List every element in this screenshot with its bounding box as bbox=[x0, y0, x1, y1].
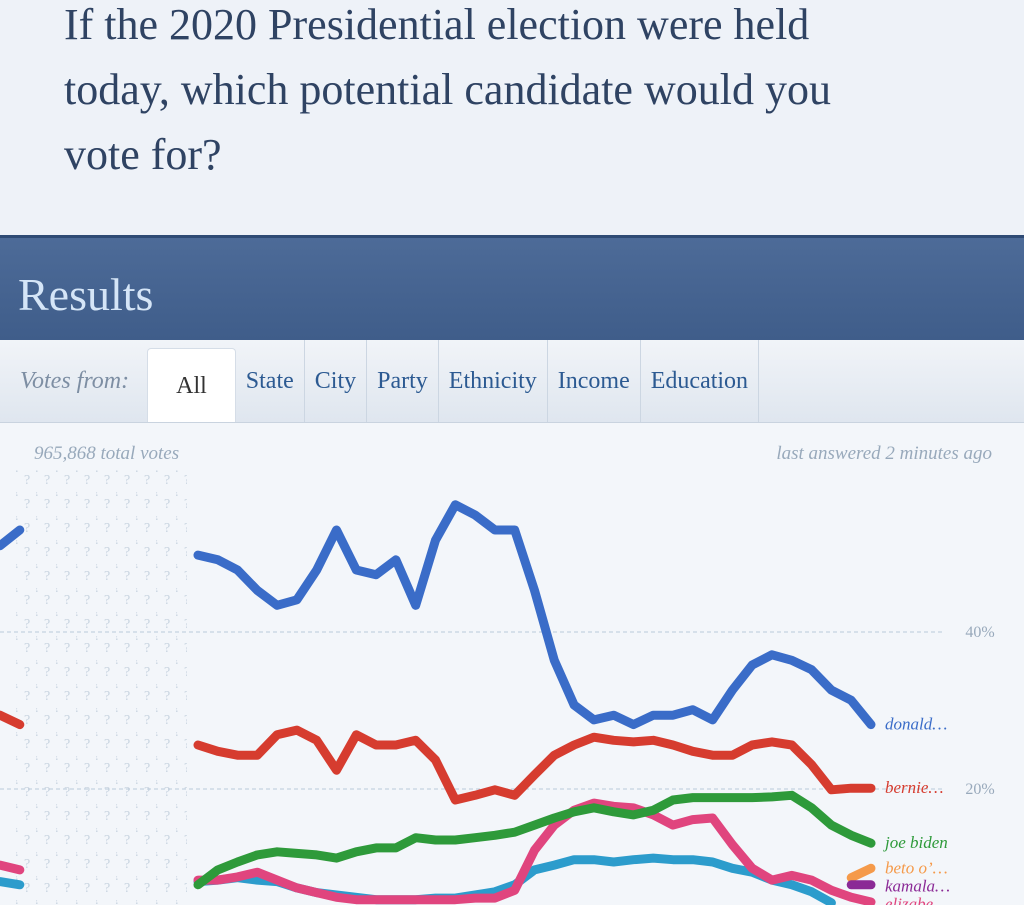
filter-tab[interactable]: Ethnicity bbox=[439, 340, 548, 422]
series-line bbox=[0, 710, 876, 805]
y-tick-label: 20% bbox=[965, 781, 994, 798]
question: If the 2020 Presidential election were h… bbox=[64, 0, 831, 179]
filter-tab[interactable]: Income bbox=[548, 340, 641, 422]
results-header: Results bbox=[0, 235, 1024, 340]
total-votes: 965,868 total votes bbox=[34, 443, 180, 464]
filter-tab[interactable]: All bbox=[147, 348, 236, 422]
no-data-region bbox=[15, 470, 187, 905]
series-line bbox=[0, 500, 876, 730]
question-panel: If the 2020 Presidential election were h… bbox=[0, 0, 1024, 235]
plot bbox=[0, 500, 876, 905]
results-title: Results bbox=[18, 269, 154, 320]
series-line bbox=[193, 790, 876, 890]
filter-tabs: Votes from: All State City Party Ethnicity Inc… bbox=[0, 340, 1024, 423]
series-label: bernie… bbox=[885, 778, 944, 797]
series-line bbox=[0, 798, 876, 905]
filter-tab[interactable]: Party bbox=[367, 340, 439, 422]
filter-tab[interactable]: City bbox=[305, 340, 368, 422]
filter-label: Votes from: bbox=[20, 368, 130, 394]
series-label: elizabe… bbox=[885, 894, 948, 905]
series-label: beto o’… bbox=[885, 858, 948, 877]
series-line bbox=[846, 863, 876, 883]
last-answered: last answered 2 minutes ago bbox=[776, 443, 992, 464]
series-label: joe biden bbox=[883, 833, 948, 852]
filter-tab[interactable]: Education bbox=[641, 340, 760, 422]
filter-tab[interactable]: State bbox=[236, 340, 305, 422]
series-label: donald… bbox=[885, 715, 947, 734]
y-tick-label: 40% bbox=[965, 624, 994, 641]
series-label: kamala… bbox=[885, 876, 950, 895]
